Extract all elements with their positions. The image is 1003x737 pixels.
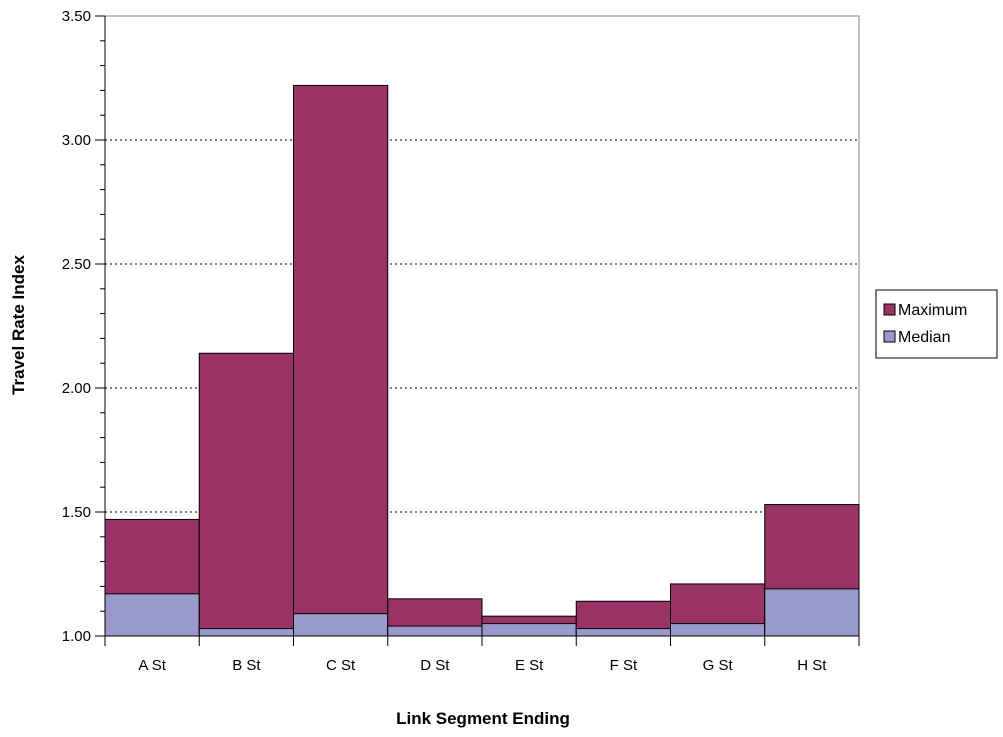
bar-median	[293, 613, 389, 637]
bar-median	[670, 623, 766, 637]
y-tick-label: 1.00	[62, 628, 91, 645]
x-tick-label: D St	[420, 657, 450, 674]
bar-median	[104, 593, 200, 637]
bar-maximum	[293, 84, 389, 637]
legend-box	[875, 289, 998, 359]
axes-layer	[95, 15, 860, 646]
legend: Maximum Median	[875, 289, 998, 359]
x-tick-label: B St	[232, 657, 261, 674]
legend-label: Maximum	[898, 302, 967, 319]
bars-layer	[104, 84, 860, 637]
y-tick-label: 2.00	[62, 380, 91, 397]
y-axis-title: Travel Rate Index	[9, 255, 28, 395]
y-tick-label: 1.50	[62, 504, 91, 521]
x-tick-label: A St	[138, 657, 166, 674]
bar-median	[575, 628, 671, 637]
x-tick-label: E St	[515, 657, 544, 674]
bar-maximum	[198, 352, 294, 637]
x-tick-label: G St	[703, 657, 734, 674]
legend-swatch	[883, 330, 896, 343]
bar-median	[198, 628, 294, 637]
y-tick-label: 2.50	[62, 256, 91, 273]
x-tick-label: F St	[610, 657, 638, 674]
bar-median	[481, 623, 577, 637]
x-axis-title: Link Segment Ending	[396, 709, 570, 728]
labels-layer: 1.00 1.50 2.00 2.50 3.00 3.50 A St B St C St D St…	[62, 8, 827, 674]
legend-label: Median	[898, 329, 950, 346]
y-tick-label: 3.50	[62, 8, 91, 25]
x-tick-label: C St	[326, 657, 356, 674]
y-tick-label: 3.00	[62, 132, 91, 149]
bar-median	[387, 625, 483, 637]
legend-swatch	[883, 303, 896, 316]
x-tick-label: H St	[797, 657, 827, 674]
bar-median	[764, 588, 860, 637]
